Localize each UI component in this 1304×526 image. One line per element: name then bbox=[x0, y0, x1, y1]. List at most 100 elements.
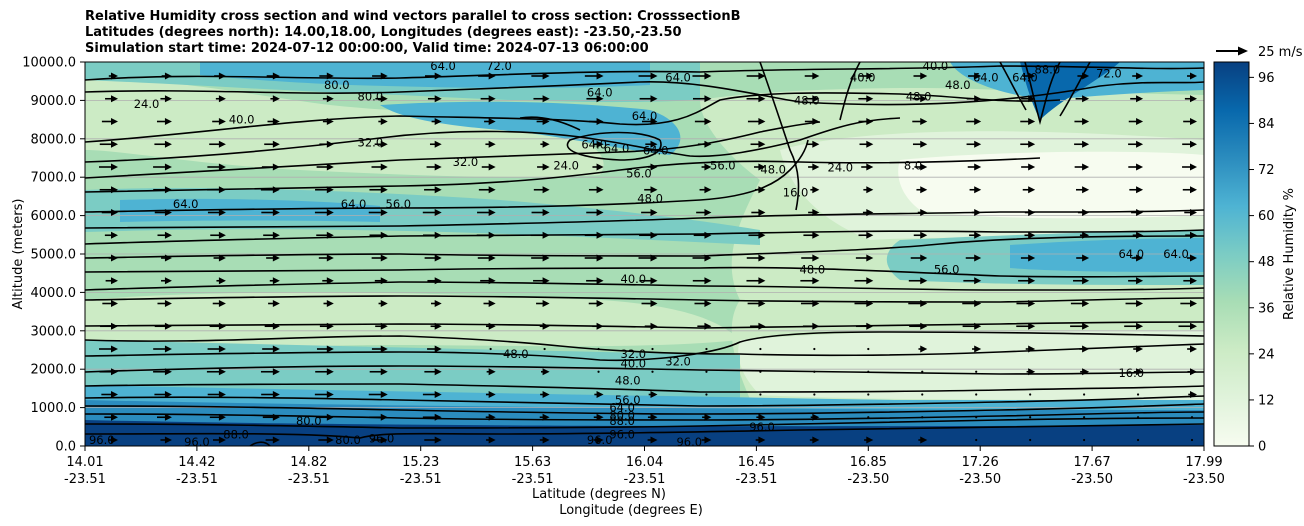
wind-vector bbox=[369, 413, 388, 421]
wind-vector bbox=[531, 72, 550, 80]
wind-vector bbox=[157, 413, 172, 421]
wind-vector bbox=[912, 118, 928, 125]
wind-vector bbox=[638, 72, 658, 80]
contour-label: 24.0 bbox=[134, 97, 160, 111]
wind-vector bbox=[322, 95, 334, 103]
wind-vector bbox=[975, 416, 978, 419]
wind-vector bbox=[651, 370, 654, 373]
wind-vector bbox=[800, 277, 820, 285]
humidity-contour-lines bbox=[85, 62, 1204, 446]
wind-vector bbox=[427, 345, 442, 353]
wind-vector bbox=[908, 300, 928, 307]
wind-vector bbox=[1128, 118, 1144, 125]
contour-line bbox=[85, 81, 1204, 106]
wind-vector bbox=[99, 368, 118, 376]
wind-vector bbox=[539, 413, 550, 421]
wind-vector bbox=[813, 347, 816, 351]
x-tick-label-lat: 14.42 bbox=[178, 455, 215, 470]
wind-vector bbox=[1075, 186, 1090, 194]
colorbar-tick-label: 72 bbox=[1258, 163, 1275, 178]
wind-vector bbox=[747, 118, 766, 125]
x-axis-ticks: 14.01 -23.51 14.42 -23.51 14.82 -23.51 15.23 -2… bbox=[64, 446, 1225, 487]
wind-vector bbox=[647, 436, 658, 444]
wind-vector bbox=[918, 345, 928, 353]
contour-line bbox=[85, 117, 901, 163]
contour-label: 88.0 bbox=[223, 427, 249, 441]
quiver-key-label: 25 m/s bbox=[1258, 45, 1303, 60]
wind-vector bbox=[262, 345, 280, 353]
wind-vector bbox=[1074, 118, 1090, 125]
wind-vector bbox=[584, 254, 604, 262]
wind-vector bbox=[154, 391, 172, 398]
wind-vector bbox=[592, 163, 604, 171]
wind-vector bbox=[912, 140, 928, 148]
x-tick-label-lat: 17.67 bbox=[1073, 455, 1110, 470]
contour-label: 96.0 bbox=[89, 433, 115, 447]
contour-line bbox=[85, 139, 809, 213]
wind-vector bbox=[422, 231, 442, 239]
wind-vector bbox=[867, 416, 870, 419]
wind-vector bbox=[921, 370, 924, 373]
wind-vector bbox=[484, 118, 496, 125]
colorbar-label: Relative Humidity % bbox=[1282, 188, 1297, 320]
wind-vector bbox=[593, 413, 604, 421]
wind-vector bbox=[371, 436, 388, 444]
wind-vector bbox=[263, 231, 280, 239]
wind-vector bbox=[594, 391, 604, 398]
wind-vector bbox=[378, 300, 388, 307]
wind-vector bbox=[813, 393, 816, 396]
wind-vector bbox=[1024, 231, 1036, 239]
wind-vector bbox=[867, 347, 870, 351]
wind-vector bbox=[322, 118, 334, 125]
wind-vector bbox=[422, 391, 442, 398]
wind-vector bbox=[1077, 209, 1090, 216]
wind-vector bbox=[975, 370, 978, 373]
wind-vector bbox=[854, 300, 874, 307]
contour-label: 16.0 bbox=[1118, 366, 1144, 380]
wind-vector bbox=[212, 300, 226, 307]
wind-vector bbox=[369, 231, 388, 239]
wind-vector bbox=[154, 322, 172, 330]
wind-vector bbox=[586, 209, 604, 216]
wind-vector bbox=[108, 72, 118, 80]
wind-vector bbox=[971, 209, 982, 216]
colorbar: 0 12 24 36 48 60 72 84 96 Relative Humidity % bbox=[1213, 61, 1297, 455]
wind-vector bbox=[1076, 254, 1090, 262]
wind-vector bbox=[157, 300, 172, 307]
contour-line bbox=[85, 209, 1204, 229]
contour-label: 24.0 bbox=[553, 159, 579, 173]
contour-line bbox=[249, 441, 271, 446]
wind-vector bbox=[967, 163, 982, 171]
wind-vector bbox=[1029, 438, 1032, 442]
contour-label: 80.0 bbox=[609, 408, 635, 422]
contour-label: 24.0 bbox=[828, 161, 854, 175]
wind-vector bbox=[692, 277, 712, 285]
moist-upper-center bbox=[380, 101, 681, 155]
wind-vector bbox=[592, 322, 604, 330]
x-tick-label-lat: 16.45 bbox=[738, 455, 775, 470]
wind-vector bbox=[1128, 163, 1144, 171]
moist-upper-core bbox=[200, 62, 650, 89]
wind-vector bbox=[533, 277, 550, 285]
wind-vector bbox=[913, 72, 928, 80]
wind-vector bbox=[962, 300, 982, 307]
wind-vector bbox=[478, 186, 496, 194]
wind-vector bbox=[914, 163, 928, 171]
wind-vector bbox=[1070, 300, 1090, 307]
wind-vector bbox=[808, 163, 820, 171]
wind-vector bbox=[101, 391, 118, 398]
wind-vector bbox=[424, 436, 442, 444]
y-axis-label: Altitude (meters) bbox=[11, 199, 26, 310]
wind-vector bbox=[424, 72, 442, 80]
wind-vector bbox=[316, 231, 334, 239]
wind-vector bbox=[1124, 322, 1144, 330]
wind-vector bbox=[863, 186, 874, 194]
contour-line bbox=[85, 365, 1204, 375]
x-tick-label-lat: 14.82 bbox=[290, 455, 327, 470]
y-tick-label: 6000.0 bbox=[31, 209, 77, 224]
wind-vector bbox=[260, 186, 280, 194]
wind-vector bbox=[644, 186, 658, 194]
wind-vector bbox=[1188, 391, 1197, 398]
colorbar-gradient bbox=[1213, 61, 1250, 447]
wind-vector bbox=[867, 393, 870, 396]
